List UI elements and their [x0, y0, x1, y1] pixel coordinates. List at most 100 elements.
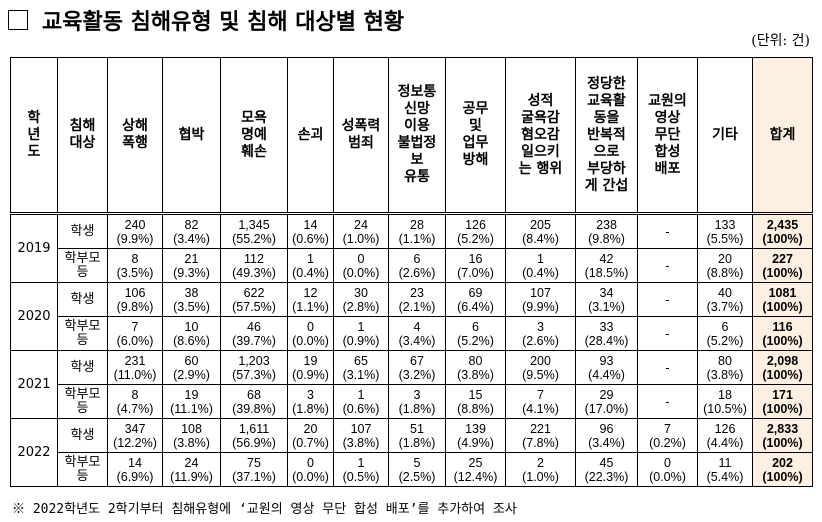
- data-cell: 2 (1.0%): [505, 452, 576, 487]
- data-cell: 20 (0.7%): [287, 418, 334, 453]
- data-cell: 23 (2.1%): [388, 282, 446, 317]
- data-cell: 347 (12.2%): [107, 418, 163, 453]
- target-cell: 학부모 등: [57, 452, 108, 487]
- data-cell: 1 (0.5%): [333, 452, 389, 487]
- target-cell: 학부모 등: [57, 248, 108, 283]
- data-cell: 24 (11.9%): [162, 452, 221, 487]
- data-cell: 24 (1.0%): [333, 213, 389, 249]
- data-cell: 116 (100%): [752, 316, 813, 351]
- data-cell: 18 (10.5%): [697, 384, 753, 419]
- data-cell: 221 (7.8%): [505, 418, 576, 453]
- data-cell: 28 (1.1%): [388, 213, 446, 249]
- data-cell: -: [637, 213, 698, 249]
- year-cell: 2020: [10, 282, 58, 351]
- table-row: 2021 학생 231 (11.0%) 60 (2.9%) 1,203 (57.3%) 1…: [10, 350, 813, 419]
- column-header: 합계: [752, 57, 813, 215]
- column-header: 기타: [697, 57, 753, 215]
- data-cell: 1 (0.4%): [287, 248, 334, 283]
- data-cell: 25 (12.4%): [445, 452, 506, 487]
- column-header: 성폭력 범죄: [333, 57, 389, 215]
- data-cell: 107 (3.8%): [333, 418, 389, 453]
- data-cell: 139 (4.9%): [445, 418, 506, 453]
- data-cell: 0 (0.0%): [333, 248, 389, 283]
- column-header: 교원의 영상 무단 합성 배포: [637, 57, 698, 215]
- data-cell: 45 (22.3%): [575, 452, 638, 487]
- data-cell: 106 (9.8%): [107, 282, 163, 317]
- data-cell: 80 (3.8%): [445, 350, 506, 385]
- table-row: 2022 학생 347 (12.2%) 108 (3.8%) 1,611 (56.9%)…: [10, 418, 813, 487]
- column-header: 손괴: [287, 57, 334, 215]
- data-cell: 7 (0.2%): [637, 418, 698, 453]
- unit: (단위: 건): [751, 33, 810, 49]
- data-cell: 6 (5.2%): [697, 316, 753, 351]
- data-cell: 126 (5.2%): [445, 213, 506, 249]
- data-cell: 19 (11.1%): [162, 384, 221, 419]
- header-row: 학 년 도 침해 대상 상해 폭행 협박 모욕 명예 훼손 손괴 성폭력 범죄 정보통 신망 …: [10, 57, 813, 215]
- data-cell: 30 (2.8%): [333, 282, 389, 317]
- data-cell: 2,435 (100%): [752, 213, 813, 249]
- data-cell: 10 (8.6%): [162, 316, 221, 351]
- data-cell: 6 (2.6%): [388, 248, 446, 283]
- data-cell: 65 (3.1%): [333, 350, 389, 385]
- data-cell: 67 (3.2%): [388, 350, 446, 385]
- data-cell: 1081 (100%): [752, 282, 813, 317]
- data-cell: -: [637, 384, 698, 419]
- column-header: 상해 폭행: [107, 57, 163, 215]
- data-cell: 1,611 (56.9%): [220, 418, 288, 453]
- data-cell: 11 (5.4%): [697, 452, 753, 487]
- data-cell: 38 (3.5%): [162, 282, 221, 317]
- footnote: ※ 2022학년도 2학기부터 침해유형에 ‘교원의 영상 무단 합성 배포’를…: [12, 502, 517, 517]
- year-cell: 2022: [10, 418, 58, 487]
- target-cell: 학생: [57, 418, 108, 453]
- data-cell: -: [637, 248, 698, 283]
- data-cell: 112 (49.3%): [220, 248, 288, 283]
- data-cell: 126 (4.4%): [697, 418, 753, 453]
- data-cell: 80 (3.8%): [697, 350, 753, 385]
- data-cell: 200 (9.5%): [505, 350, 576, 385]
- data-cell: 7 (4.1%): [505, 384, 576, 419]
- data-cell: 171 (100%): [752, 384, 813, 419]
- data-cell: 46 (39.7%): [220, 316, 288, 351]
- data-cell: 69 (6.4%): [445, 282, 506, 317]
- data-cell: 96 (3.4%): [575, 418, 638, 453]
- data-cell: 4 (3.4%): [388, 316, 446, 351]
- data-cell: 15 (8.8%): [445, 384, 506, 419]
- data-cell: 0 (0.0%): [637, 452, 698, 487]
- data-cell: 3 (1.8%): [388, 384, 446, 419]
- column-header: 모욕 명예 훼손: [220, 57, 288, 215]
- column-header: 침해 대상: [57, 57, 108, 215]
- target-cell: 학부모 등: [57, 384, 108, 419]
- year-cell: 2021: [10, 350, 58, 419]
- table: 학 년 도 침해 대상 상해 폭행 협박 모욕 명예 훼손 손괴 성폭력 범죄 정보통 신망 …: [10, 57, 813, 487]
- data-cell: 42 (18.5%): [575, 248, 638, 283]
- target-cell: 학생: [57, 350, 108, 385]
- target-cell: 학부모 등: [57, 316, 108, 351]
- data-cell: 29 (17.0%): [575, 384, 638, 419]
- title-box: [8, 10, 28, 30]
- data-cell: 8 (4.7%): [107, 384, 163, 419]
- column-header: 협박: [162, 57, 221, 215]
- data-cell: 34 (3.1%): [575, 282, 638, 317]
- data-cell: 40 (3.7%): [697, 282, 753, 317]
- column-header: 학 년 도: [10, 57, 58, 215]
- data-cell: 19 (0.9%): [287, 350, 334, 385]
- data-cell: 14 (6.9%): [107, 452, 163, 487]
- title: 교육활동 침해유형 및 침해 대상별 현황: [8, 4, 404, 36]
- data-cell: -: [637, 282, 698, 317]
- data-cell: 20 (8.8%): [697, 248, 753, 283]
- table-row: 학부모 등 14 (6.9%) 24 (11.9%) 75 (37.1%) 0 (0.0…: [11, 452, 813, 487]
- target-cell: 학생: [57, 282, 108, 317]
- data-cell: 1,345 (55.2%): [220, 213, 288, 249]
- data-cell: 3 (1.8%): [287, 384, 334, 419]
- data-cell: 8 (3.5%): [107, 248, 163, 283]
- data-cell: 16 (7.0%): [445, 248, 506, 283]
- data-cell: 14 (0.6%): [287, 213, 334, 249]
- data-cell: 238 (9.8%): [575, 213, 638, 249]
- data-cell: 240 (9.9%): [107, 213, 163, 249]
- data-cell: 6 (5.2%): [445, 316, 506, 351]
- data-cell: -: [637, 316, 698, 351]
- data-cell: 7 (6.0%): [107, 316, 163, 351]
